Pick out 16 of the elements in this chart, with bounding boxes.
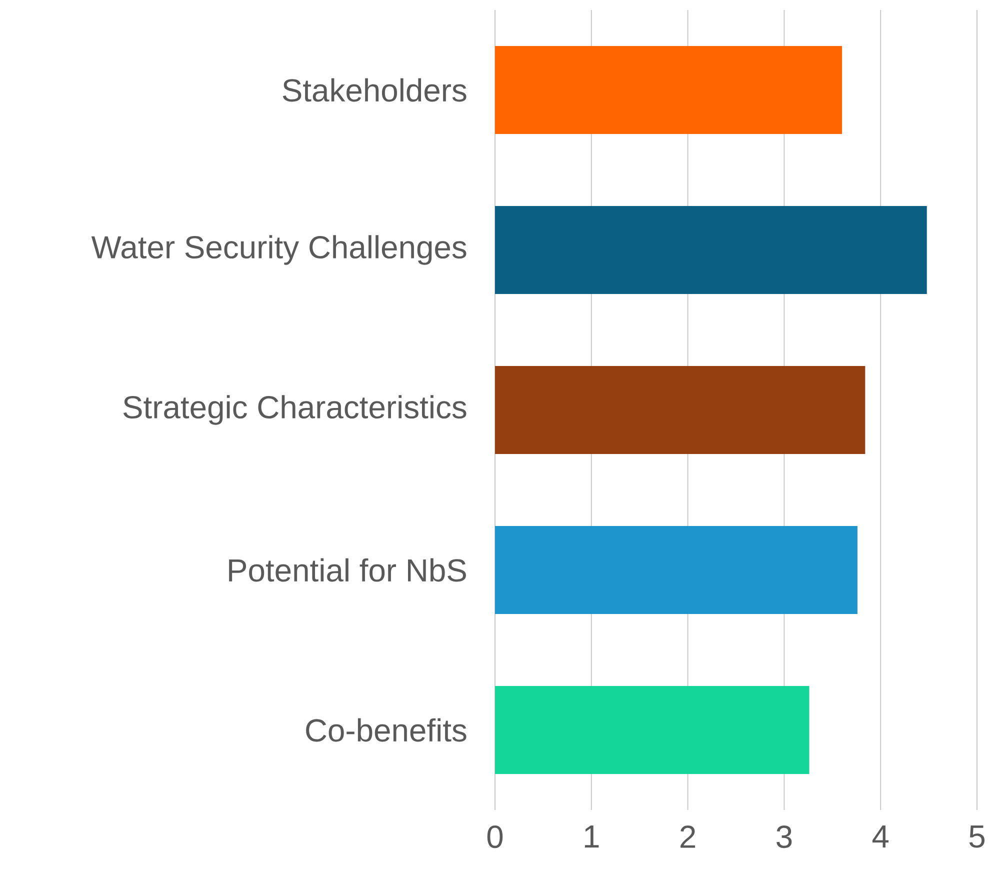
y-tick-label: Strategic Characteristics <box>123 395 466 425</box>
y-tick-label: Potential for NbS <box>229 558 466 582</box>
x-tick-label: 5 <box>969 826 985 848</box>
bar <box>494 206 927 294</box>
y-tick-label: Co-benefits <box>306 718 466 742</box>
x-tick-label: 0 <box>487 826 503 848</box>
x-tick-label: 1 <box>584 826 599 848</box>
bar <box>494 686 810 774</box>
x-tick-label: 3 <box>776 826 792 848</box>
bar <box>494 46 842 134</box>
y-tick-label: Stakeholders <box>282 78 466 102</box>
bar <box>494 526 858 614</box>
x-tick-label: 2 <box>680 826 696 848</box>
x-tick-label: 4 <box>872 826 889 848</box>
y-tick-label: Water Security Challenges <box>91 235 466 265</box>
bar <box>494 366 866 454</box>
